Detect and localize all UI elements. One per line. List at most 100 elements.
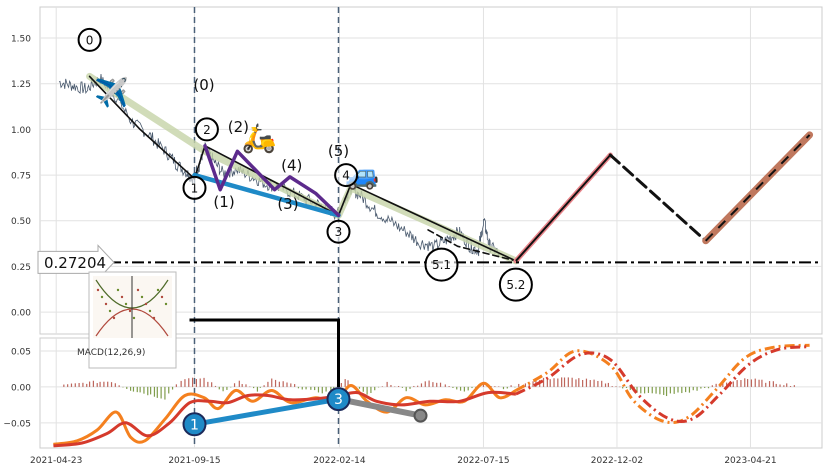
inset-dot [136, 288, 140, 292]
histogram-bar [432, 382, 434, 387]
histogram-bar [619, 386, 621, 388]
histogram-bar [96, 383, 98, 387]
price-y-tick-label: 1.50 [11, 35, 31, 45]
macd-y-tick-label: 0.05 [11, 347, 31, 357]
histogram-bar [317, 386, 320, 393]
histogram-bar [249, 386, 251, 388]
histogram-bar [700, 386, 702, 389]
inset-dot [96, 288, 100, 292]
histogram-bar [78, 382, 80, 387]
inset-dot [148, 309, 152, 313]
wave-labels: 0 (0) 2 (2) 1 (1) (4) (3) (5) 4 3 5.1 5.2 [77, 27, 533, 302]
histogram-bar [744, 378, 746, 387]
wave-label-text: 5.2 [506, 278, 525, 292]
histogram-bar [147, 386, 149, 396]
histogram-bar [377, 386, 380, 388]
histogram-bar [325, 386, 327, 392]
inset-dot [140, 295, 144, 299]
histogram-bar [444, 384, 446, 387]
macd-y-tick-label: −0.05 [3, 419, 31, 429]
histogram-bar [786, 383, 788, 387]
histogram-bar [563, 377, 566, 387]
histogram-bar [413, 385, 415, 387]
reference-value-callout: 0.27204 [37, 244, 115, 281]
macd-legend-inset: MACD(12,26,9) [77, 271, 177, 369]
pivot-circle [326, 387, 351, 412]
divergence-end-dot [413, 408, 428, 423]
histogram-bar [286, 382, 288, 387]
histogram-bar [494, 386, 496, 387]
histogram-bar [615, 386, 617, 387]
histogram-bar [207, 381, 209, 387]
histogram-bar [467, 386, 469, 391]
histogram-bar [188, 378, 190, 387]
histogram-bar [420, 383, 423, 387]
histogram-bar [740, 380, 742, 387]
histogram-bar [665, 386, 668, 397]
histogram-bar [156, 386, 158, 398]
inset-dot [104, 302, 108, 306]
histogram-bar [274, 379, 277, 387]
histogram-bar [366, 386, 368, 395]
histogram-bar [688, 386, 691, 393]
pivot-circle [182, 412, 207, 437]
wave-lines-layer [86, 72, 814, 265]
histogram-bar [405, 386, 407, 392]
inset-dot [164, 302, 168, 306]
histogram-bar [524, 383, 527, 387]
histogram-bar [647, 386, 650, 393]
histogram-bar [282, 381, 284, 387]
histogram-bar [114, 383, 116, 387]
histogram-bar [278, 381, 280, 387]
histogram-bar [195, 379, 197, 387]
indicator-plot-area: 13 [53, 338, 810, 448]
histogram-bar [424, 381, 426, 387]
inset-dot [116, 288, 120, 292]
signal-projection [515, 345, 810, 423]
histogram-bar [448, 386, 450, 387]
histogram-bar [241, 384, 243, 387]
histogram-bar [381, 386, 383, 387]
histogram-bar [386, 381, 388, 387]
histogram-bar [585, 378, 588, 387]
x-tick-label: 2022-07-15 [457, 456, 509, 466]
histogram-bar [783, 385, 785, 387]
histogram-bar [681, 386, 683, 394]
histogram-bar [571, 377, 573, 387]
wave-label-circle [334, 163, 359, 188]
histogram-bar [553, 378, 555, 387]
x-tick-label: 2021-04-23 [30, 456, 82, 466]
wave-label-text: 3 [335, 225, 343, 239]
wave-label-text: 0 [86, 33, 94, 47]
pivot-label: 1 [190, 417, 199, 433]
histogram-bar [143, 386, 145, 394]
histogram-bar [122, 386, 124, 388]
histogram-bar [118, 385, 120, 387]
macd-pivot-labels: 13 [182, 387, 351, 437]
sub-wave-line [203, 144, 341, 218]
histogram-bar [218, 386, 220, 390]
histogram-bar [704, 386, 706, 389]
price-y-tick-label: 0.25 [11, 263, 31, 273]
histogram-bar [294, 384, 296, 387]
histogram-bar [629, 386, 631, 390]
price-y-tick-label: 0.75 [11, 172, 31, 182]
divergence-line [192, 396, 341, 427]
reference-value-label: 0.27204 [44, 254, 106, 272]
macd-legend-label: MACD(12,26,9) [77, 348, 145, 358]
histogram-bar [175, 384, 177, 387]
price-y-tick-label: 0.50 [11, 217, 31, 227]
wave-label-text: 1 [191, 181, 199, 195]
histogram-bar [267, 381, 269, 387]
histogram-bar [230, 386, 232, 388]
histogram-bar [715, 383, 717, 387]
wave-label-circle [194, 117, 219, 142]
histogram-bar [126, 386, 128, 389]
wave-label-text: (3) [277, 195, 298, 213]
histogram-bar [245, 384, 247, 387]
histogram-bar [139, 386, 141, 393]
histogram-bar [358, 386, 361, 389]
histogram-bar [271, 378, 273, 387]
histogram-bar [184, 379, 186, 387]
